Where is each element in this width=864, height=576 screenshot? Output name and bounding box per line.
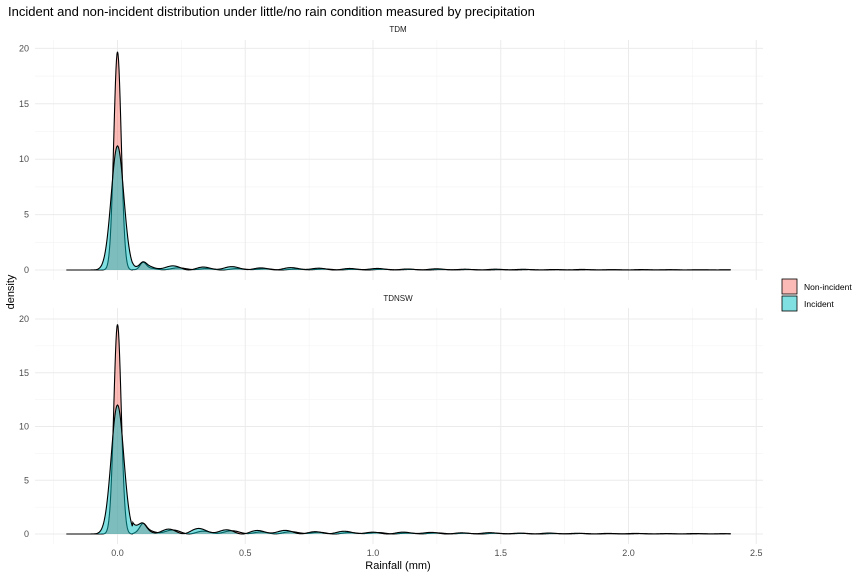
y-tick-label: 10	[19, 154, 29, 164]
x-tick-label: 1.0	[367, 548, 380, 558]
y-tick-label: 15	[19, 99, 29, 109]
y-tick-label: 5	[24, 475, 29, 485]
facet-panels: TDM 0 5 10 15 20 TDNSW 0 5 10 15 20	[19, 25, 763, 544]
y-axis-title: density	[5, 274, 17, 309]
legend-label: Non-incident	[804, 282, 852, 292]
y-tick-label: 0	[24, 529, 29, 539]
density-line-incident	[66, 404, 731, 535]
density-line-non-incident	[66, 324, 731, 535]
strip-label: TDNSW	[383, 294, 413, 303]
y-tick-label: 15	[19, 368, 29, 378]
y-tick-label: 0	[24, 265, 29, 275]
x-tick-label: 2.0	[622, 548, 635, 558]
facet-panel-tdnsw: TDNSW 0 5 10 15 20	[19, 294, 763, 544]
density-line-incident	[66, 145, 731, 271]
x-tick-label: 0.5	[239, 548, 252, 558]
density-line-non-incident	[66, 51, 731, 271]
facet-panel-tdm: TDM 0 5 10 15 20	[19, 25, 763, 280]
x-axis-ticks: 0.0 0.5 1.0 1.5 2.0 2.5	[111, 548, 762, 558]
y-tick-label: 5	[24, 210, 29, 220]
legend-key	[781, 278, 798, 295]
legend-label: Incident	[804, 299, 834, 309]
density-area-incident	[66, 405, 731, 534]
x-tick-label: 2.5	[750, 548, 763, 558]
y-tick-label: 20	[19, 314, 29, 324]
y-tick-label: 10	[19, 422, 29, 432]
density-area-incident	[66, 145, 731, 270]
strip-label: TDM	[389, 25, 407, 34]
legend-key	[781, 295, 798, 312]
x-axis-title: Rainfall (mm)	[365, 560, 430, 572]
x-tick-label: 0.0	[111, 548, 124, 558]
x-tick-label: 1.5	[494, 548, 507, 558]
chart-title: Incident and non-incident distribution u…	[8, 4, 535, 19]
density-area-non-incident	[66, 51, 731, 270]
density-area-non-incident	[66, 324, 731, 534]
y-tick-label: 20	[19, 43, 29, 53]
legend: Non-incident Incident	[781, 278, 852, 312]
